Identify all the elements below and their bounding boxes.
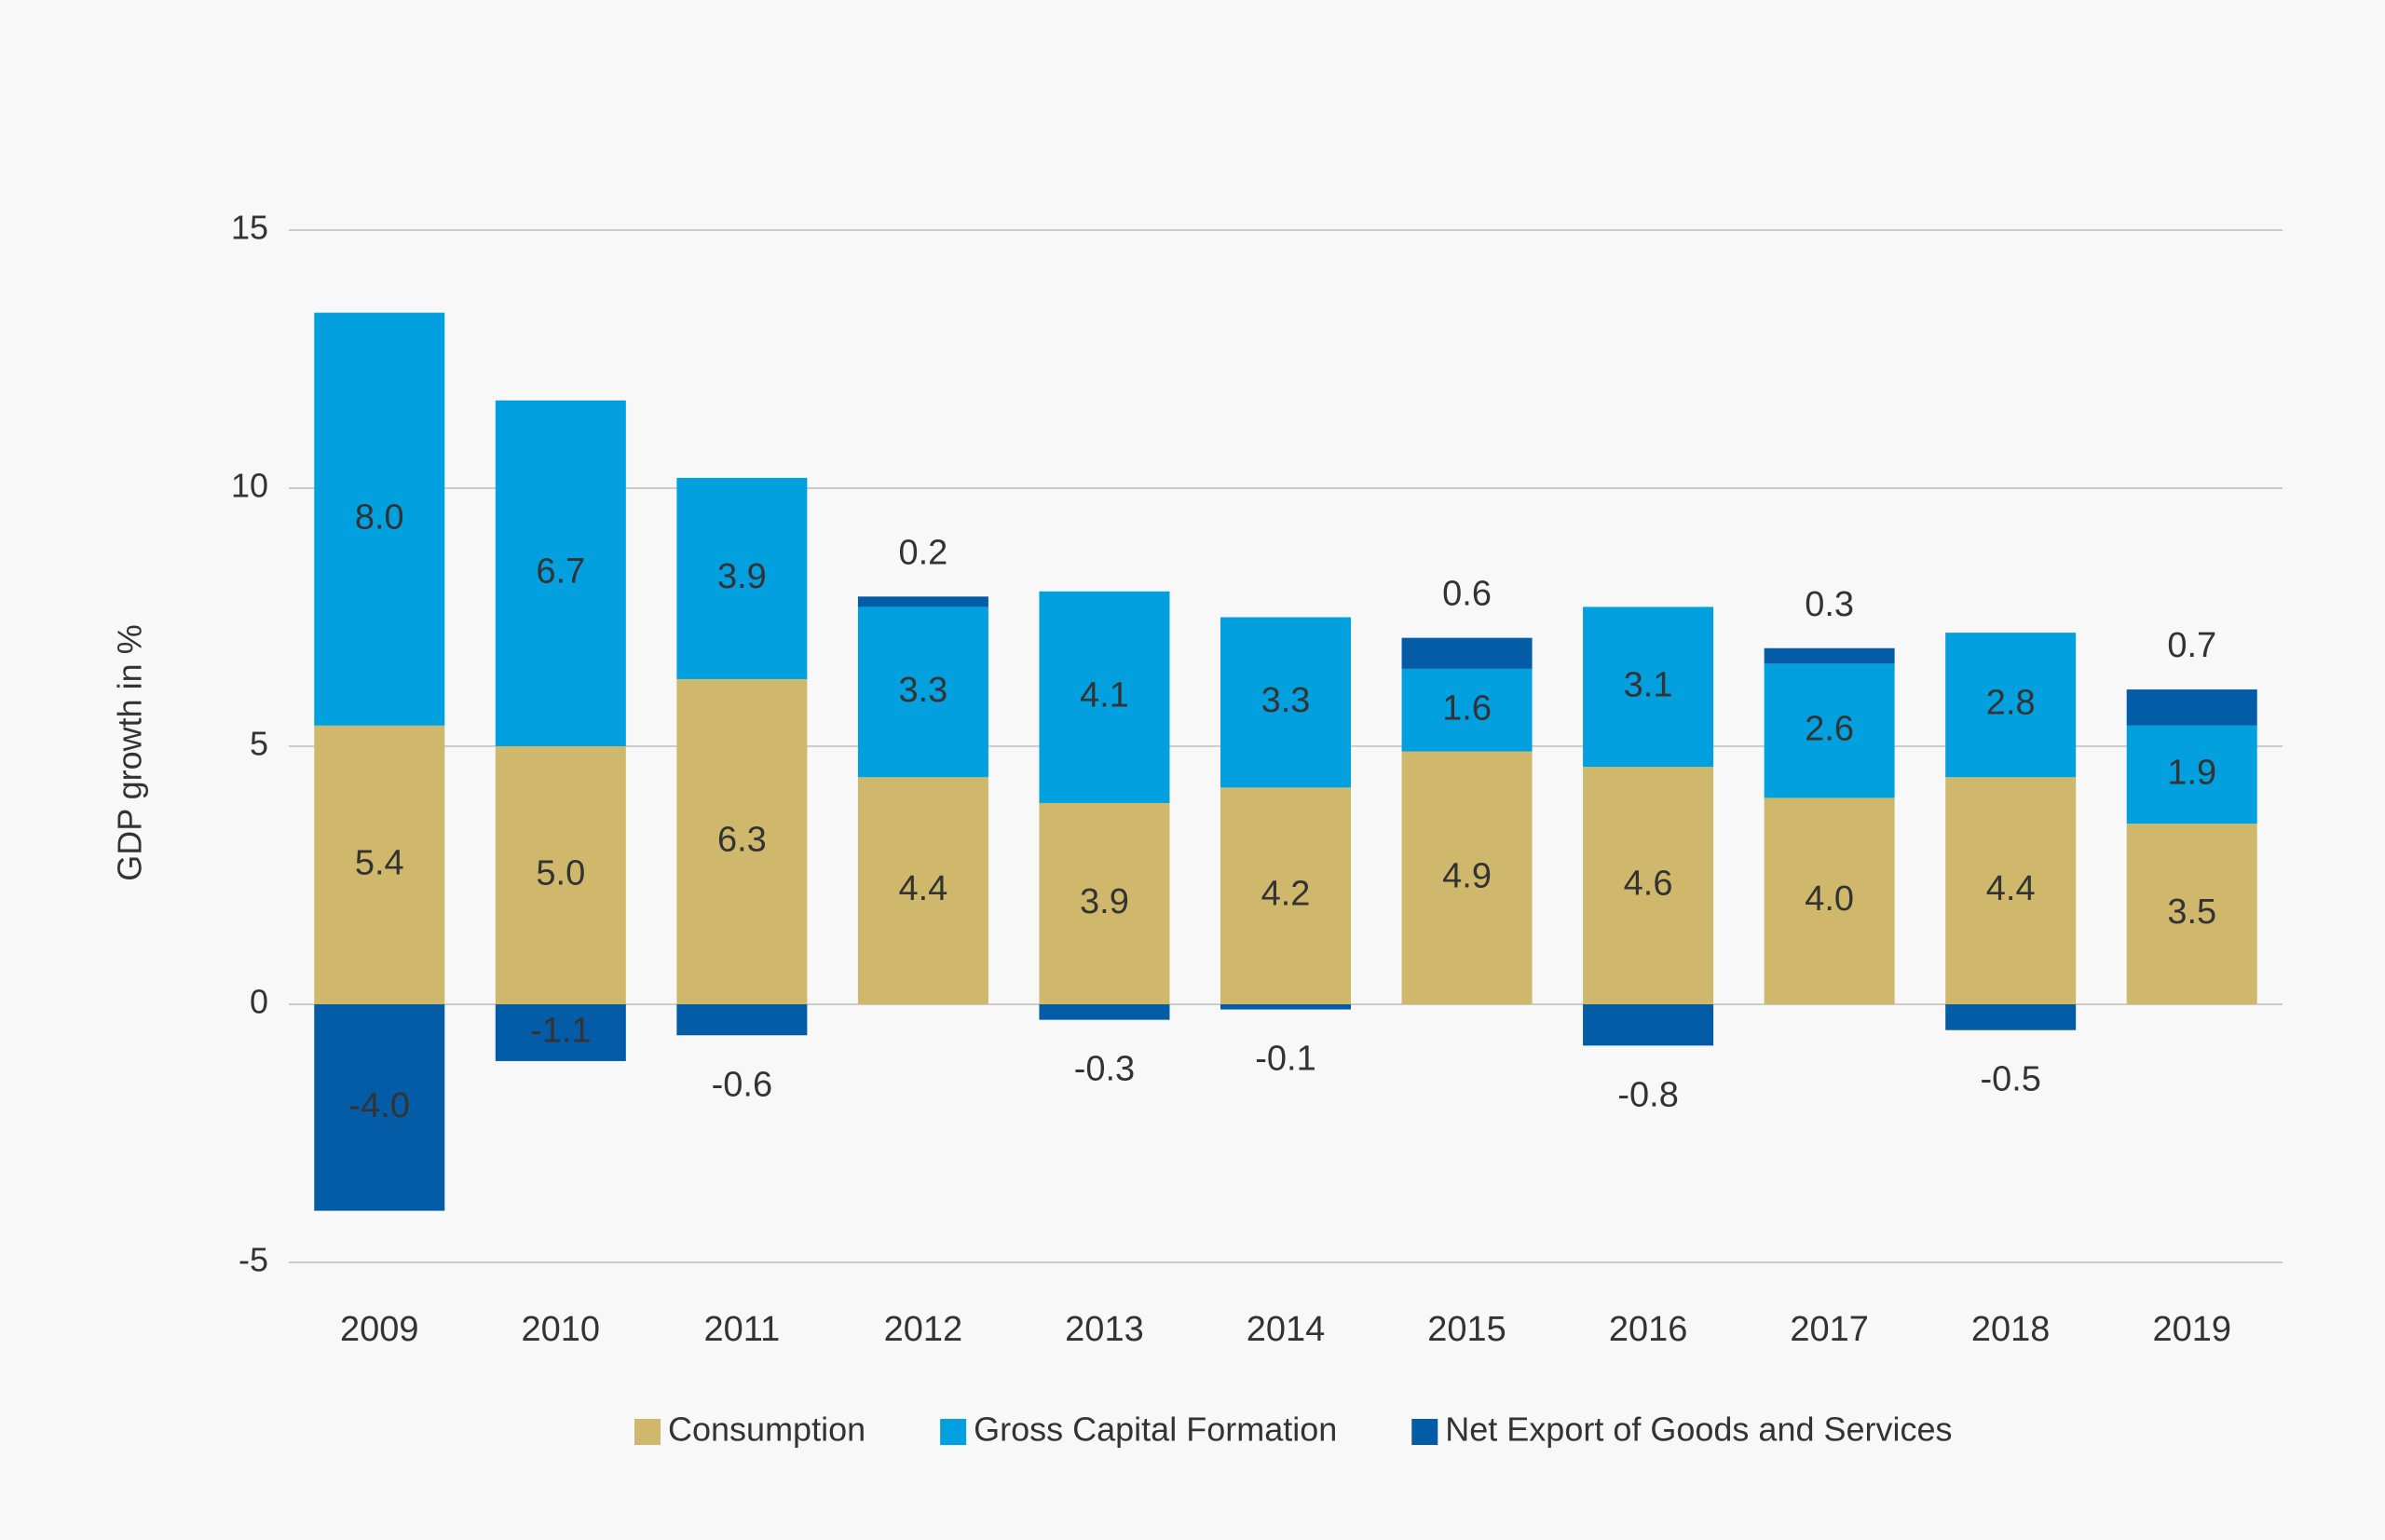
value-label: 3.9 (1080, 882, 1129, 921)
value-label: 2.8 (1986, 684, 2036, 723)
value-label: -4.0 (349, 1086, 410, 1125)
legend-swatch (1411, 1419, 1438, 1445)
x-tick-label: 2018 (1971, 1310, 2051, 1349)
value-label: 1.6 (1442, 688, 1492, 728)
value-label: 0.3 (1805, 585, 1854, 624)
bar-segment (1764, 647, 1895, 664)
value-label: -0.6 (712, 1065, 772, 1104)
bar-segment (1945, 1004, 2077, 1030)
bar-segment (676, 678, 808, 1004)
x-tick-label: 2013 (1065, 1310, 1144, 1349)
legend-label: Net Export of Goods and Services (1445, 1411, 1952, 1449)
value-label: 4.9 (1442, 856, 1492, 895)
bar-segment (1583, 1004, 1714, 1046)
value-label: 5.4 (355, 843, 404, 882)
value-label: 1.9 (2167, 754, 2216, 793)
y-tick-label: 15 (231, 209, 268, 247)
value-label: -1.1 (530, 1012, 591, 1051)
value-label: 4.0 (1805, 879, 1854, 919)
bar-segment (1220, 787, 1351, 1004)
bar-segment (495, 400, 626, 746)
bar-segment (314, 725, 445, 1004)
bar-segment (314, 1004, 445, 1211)
value-label: -0.3 (1074, 1050, 1135, 1089)
value-label: 3.3 (898, 671, 947, 710)
value-label: 4.4 (1986, 869, 2036, 908)
bar-segment (1220, 617, 1351, 788)
value-label: -0.1 (1255, 1040, 1315, 1079)
bar-segment (1039, 591, 1170, 803)
bar-segment (314, 312, 445, 726)
value-label: 8.0 (355, 497, 404, 537)
bar-segment (1764, 663, 1895, 798)
bar-segment (1764, 797, 1895, 1004)
bar-segment (676, 1004, 808, 1036)
y-axis-label: GDP growth in % (111, 624, 149, 880)
bar-segment (2126, 725, 2257, 825)
bar-segment (857, 777, 988, 1004)
bar-segment (857, 606, 988, 778)
value-label: 3.3 (1261, 681, 1311, 720)
x-tick-label: 2010 (522, 1310, 601, 1349)
value-label: 0.2 (898, 533, 947, 572)
value-label: 3.9 (717, 557, 767, 596)
bar-segment (495, 746, 626, 1004)
x-tick-label: 2017 (1790, 1310, 1869, 1349)
x-tick-label: 2015 (1427, 1310, 1506, 1349)
y-tick-label: 0 (250, 983, 268, 1021)
x-tick-label: 2009 (340, 1310, 419, 1349)
bar-segment (1401, 751, 1533, 1004)
x-tick-label: 2011 (704, 1310, 781, 1349)
value-label: 6.3 (717, 821, 767, 860)
value-label: 4.6 (1624, 865, 1673, 904)
y-tick-label: 5 (250, 725, 268, 763)
x-tick-label: 2016 (1609, 1310, 1688, 1349)
bar-segment (1945, 777, 2077, 1004)
legend-label: Gross Capital Formation (974, 1411, 1337, 1449)
y-tick-label: -5 (238, 1241, 268, 1279)
bar-segment (1039, 1004, 1170, 1020)
bar-segment (1583, 767, 1714, 1004)
legend-label: Consumption (668, 1411, 865, 1449)
value-label: 0.6 (1442, 575, 1492, 614)
value-label: 4.1 (1080, 675, 1129, 715)
legend-swatch (634, 1419, 661, 1445)
value-label: 0.7 (2167, 626, 2216, 665)
value-label: 2.6 (1805, 709, 1854, 748)
value-label: 4.4 (898, 869, 947, 908)
legend-swatch (940, 1419, 967, 1445)
y-tick-label: 10 (231, 467, 268, 505)
value-label: 3.1 (1624, 665, 1673, 704)
x-tick-label: 2012 (884, 1310, 963, 1349)
bar-segment (1039, 802, 1170, 1004)
value-label: -0.8 (1617, 1075, 1678, 1114)
bar-segment (1220, 1004, 1351, 1010)
bar-segment (2126, 689, 2257, 726)
value-label: 3.5 (2167, 893, 2216, 932)
value-label: 4.2 (1261, 875, 1311, 914)
bar-segment (495, 1004, 626, 1061)
x-tick-label: 2019 (2152, 1310, 2231, 1349)
bar-segment (857, 596, 988, 607)
value-label: 6.7 (536, 552, 585, 591)
value-label: 5.0 (536, 854, 585, 893)
bar-segment (1401, 668, 1533, 752)
bar-segment (2126, 824, 2257, 1004)
bar-segment (1583, 606, 1714, 768)
bar-segment (1401, 637, 1533, 669)
value-label: -0.5 (1980, 1060, 2040, 1099)
x-tick-label: 2014 (1247, 1310, 1326, 1349)
bar-segment (676, 477, 808, 679)
bar-segment (1945, 633, 2077, 778)
